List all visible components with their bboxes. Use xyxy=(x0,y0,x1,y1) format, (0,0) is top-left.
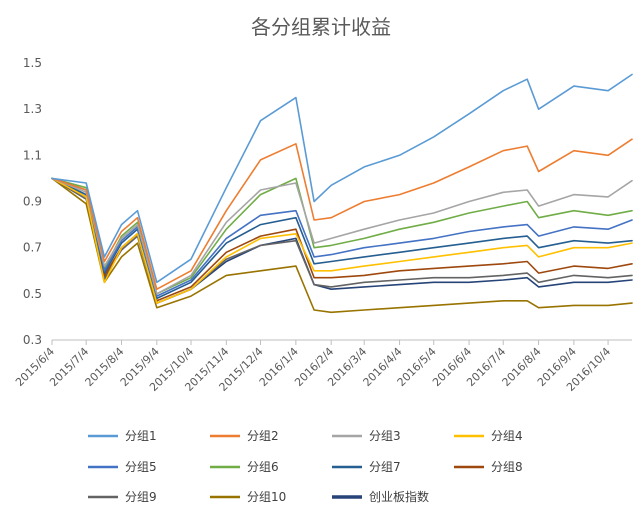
series-line-1 xyxy=(51,73,633,284)
legend-label: 分组9 xyxy=(125,490,157,504)
series-line-7 xyxy=(51,177,633,300)
legend-label: 分组7 xyxy=(369,460,401,474)
y-tick-label: 0.7 xyxy=(23,241,42,255)
y-tick-label: 1.5 xyxy=(23,56,42,70)
series-line-2 xyxy=(51,138,633,291)
series-line-4 xyxy=(51,177,633,304)
y-axis-ticks: 0.3 0.5 0.7 0.9 1.1 1.3 1.5 xyxy=(23,56,42,347)
legend-label: 分组6 xyxy=(247,460,279,474)
series-line-5 xyxy=(51,177,633,297)
legend-label: 分组3 xyxy=(369,429,401,443)
series-line-6 xyxy=(51,177,633,295)
legend-label: 分组8 xyxy=(491,460,523,474)
legend-label: 创业板指数 xyxy=(369,489,429,504)
y-tick-label: 0.5 xyxy=(23,287,42,301)
series-line-10 xyxy=(51,177,633,314)
legend-label: 分组5 xyxy=(125,460,157,474)
legend-label: 分组2 xyxy=(247,429,279,443)
plot-area xyxy=(51,73,633,314)
chart-title: 各分组累计收益 xyxy=(251,15,391,39)
y-tick-label: 1.1 xyxy=(23,148,42,162)
x-axis-ticks: 2015/6/42015/7/42015/8/42015/9/42015/10/… xyxy=(13,340,613,394)
y-tick-label: 1.3 xyxy=(23,102,42,116)
y-tick-label: 0.3 xyxy=(23,333,42,347)
legend-label: 分组4 xyxy=(491,429,523,443)
y-tick-label: 0.9 xyxy=(23,195,42,209)
legend: 分组1 分组2 分组3 分组4 分组5 分组6 分组7 分组8 分组9 分组10 创业板指数 xyxy=(88,429,523,504)
series-line-9 xyxy=(51,177,633,304)
legend-label: 分组1 xyxy=(125,429,157,443)
series-line-3 xyxy=(51,177,633,295)
legend-label: 分组10 xyxy=(247,490,286,504)
